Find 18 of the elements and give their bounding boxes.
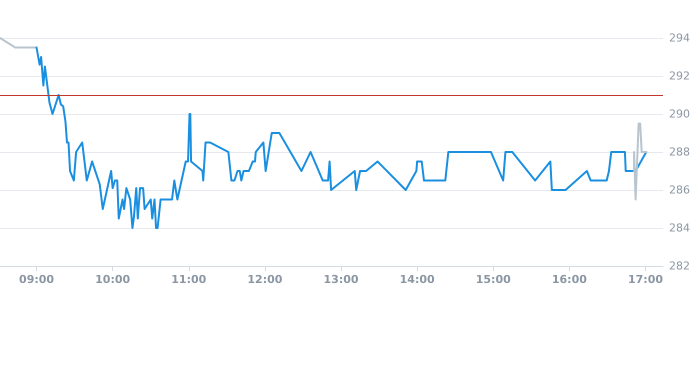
y-tick-label: 292: [669, 70, 690, 82]
x-tick-label: 11:00: [171, 273, 207, 286]
x-tick-label: 14:00: [400, 273, 435, 286]
x-tick-label: 15:00: [476, 273, 512, 286]
line-series: [633, 122, 648, 200]
x-tick-label: 16:00: [552, 273, 588, 286]
x-tick-label: 10:00: [95, 273, 131, 286]
x-tick-label: 13:00: [324, 273, 359, 286]
x-tick-label: 12:00: [247, 273, 283, 286]
y-tick-label: 294: [669, 32, 690, 44]
y-tick-label: 284: [669, 222, 690, 234]
x-tick-label: 17:00: [628, 273, 664, 286]
y-tick-label: 286: [669, 184, 690, 196]
line-series: [36, 46, 648, 229]
x-tick-label: 09:00: [19, 273, 54, 286]
y-tick-label: 282: [669, 260, 690, 272]
y-tick-label: 288: [669, 146, 690, 158]
y-tick-label: 290: [669, 108, 690, 120]
